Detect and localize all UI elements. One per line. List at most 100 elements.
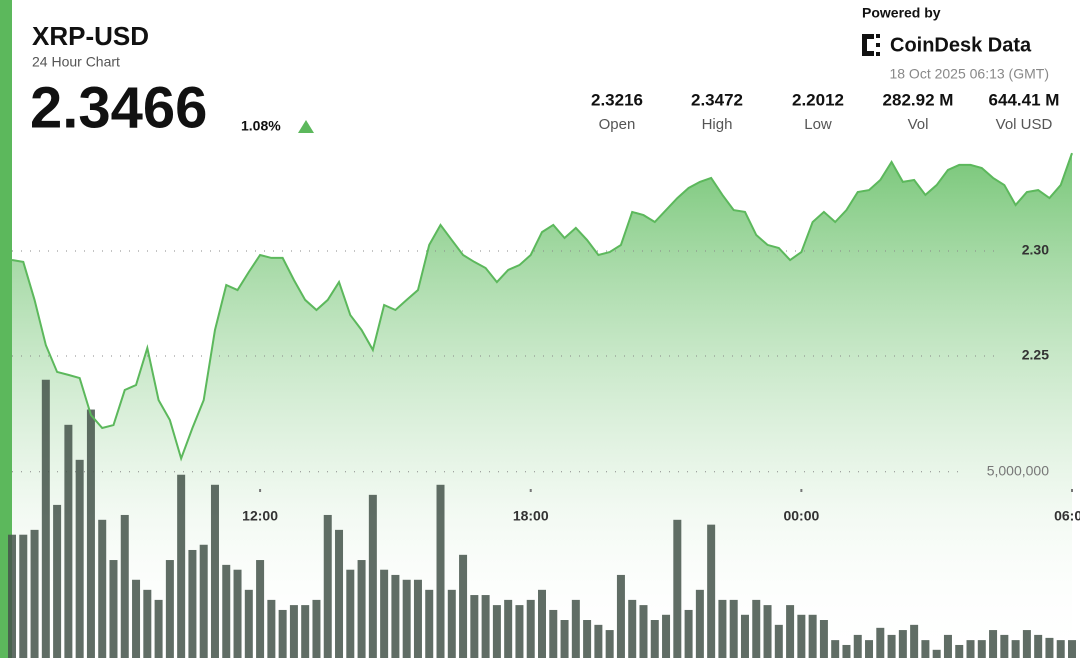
volume-bar <box>538 589 546 658</box>
volume-bar <box>30 529 39 658</box>
volume-bar <box>222 564 231 658</box>
volume-bar <box>842 644 851 658</box>
volume-bar <box>357 560 366 658</box>
volume-bar <box>718 599 727 658</box>
volume-bar <box>943 634 952 658</box>
volume-bar <box>989 630 998 658</box>
volume-bar <box>786 605 795 658</box>
volume-bar <box>921 640 930 658</box>
accent-stripe <box>0 0 12 658</box>
volume-bar <box>1034 634 1043 658</box>
volume-bar <box>323 514 332 658</box>
volume-bar <box>64 424 73 658</box>
volume-bar <box>853 634 862 658</box>
volume-bar <box>188 549 197 658</box>
volume-bar <box>887 634 896 658</box>
volume-bar <box>481 595 490 658</box>
stat-label: Vol <box>908 116 929 133</box>
volume-bar <box>605 630 614 658</box>
volume-bar <box>109 560 118 658</box>
stat-label: High <box>702 116 733 133</box>
volume-bar <box>1022 630 1031 658</box>
volume-bar <box>515 605 524 658</box>
volume-bar <box>256 560 265 658</box>
volume-bar <box>831 640 840 658</box>
volume-bar <box>470 595 479 658</box>
volume-bar <box>244 589 253 658</box>
volume-bar <box>335 529 344 658</box>
volume-bar <box>413 579 422 658</box>
volume-bar <box>199 544 208 658</box>
volume-bar <box>1056 640 1065 658</box>
volume-bar <box>549 609 558 658</box>
volume-bar <box>436 484 445 658</box>
volume-bar <box>301 605 310 658</box>
volume-bar <box>53 504 62 658</box>
volume-bar <box>86 409 95 658</box>
volume-bar <box>402 579 411 658</box>
subtitle: 24 Hour Chart <box>32 54 120 70</box>
price-area <box>12 153 1072 658</box>
volume-bar <box>289 605 298 658</box>
volume-bar <box>695 589 704 658</box>
volume-bar <box>560 620 569 658</box>
stat-value: 2.2012 <box>792 90 844 109</box>
stat-label: Open <box>599 116 636 133</box>
volume-bar <box>210 484 219 658</box>
y-tick-label: 2.30 <box>1022 242 1049 258</box>
volume-bar <box>752 599 761 658</box>
x-tick-label: 18:00 <box>513 508 549 524</box>
stat-label: Low <box>804 116 832 133</box>
volume-bar <box>594 624 603 658</box>
volume-bar <box>41 379 50 658</box>
price-line <box>11 152 1073 462</box>
x-tick-label: 06:00 <box>1054 508 1080 524</box>
volume-bar <box>143 589 152 658</box>
volume-bar <box>1045 637 1054 658</box>
timestamp: 18 Oct 2025 06:13 (GMT) <box>889 66 1049 82</box>
volume-bar <box>177 474 186 658</box>
stat-value: 282.92 M <box>883 90 954 109</box>
up-arrow <box>298 120 314 133</box>
powered-by: Powered by <box>862 5 941 21</box>
volume-bar <box>774 624 783 658</box>
volume-bar <box>673 519 682 658</box>
volume-bar <box>797 614 806 658</box>
stat-value: 2.3216 <box>591 90 643 109</box>
volume-bar <box>707 524 716 658</box>
stat-value: 644.41 M <box>989 90 1060 109</box>
volume-bar <box>876 627 885 658</box>
volume-bar <box>1000 634 1009 658</box>
volume-bar <box>628 599 637 658</box>
stat-label: Vol USD <box>996 116 1053 133</box>
stat-value: 2.3472 <box>691 90 743 109</box>
volume-bar <box>865 640 874 658</box>
volume-bar <box>75 459 84 658</box>
volume-bar <box>165 560 174 658</box>
volume-bar <box>233 569 242 658</box>
volume-bar <box>154 599 163 658</box>
volume-bar <box>639 605 648 658</box>
symbol: XRP-USD <box>32 21 149 51</box>
volume-bar <box>583 620 592 658</box>
volume-bar <box>819 620 828 658</box>
volume-bar <box>368 494 377 658</box>
volume-bar <box>459 554 468 658</box>
volume-bar <box>1011 640 1020 658</box>
change: 1.08% <box>241 118 281 134</box>
volume-bar <box>808 614 817 658</box>
volume-bar <box>19 534 28 658</box>
volume-bar <box>526 599 535 658</box>
volume-bar <box>616 574 625 658</box>
volume-bar <box>729 599 738 658</box>
volume-bar <box>763 605 772 658</box>
volume-bar <box>8 534 16 658</box>
volume-bar <box>312 599 321 658</box>
volume-bar <box>267 599 276 658</box>
volume-bar <box>684 609 693 658</box>
volume-bar <box>932 649 941 658</box>
volume-bar <box>447 589 456 658</box>
volume-bar <box>391 574 400 658</box>
